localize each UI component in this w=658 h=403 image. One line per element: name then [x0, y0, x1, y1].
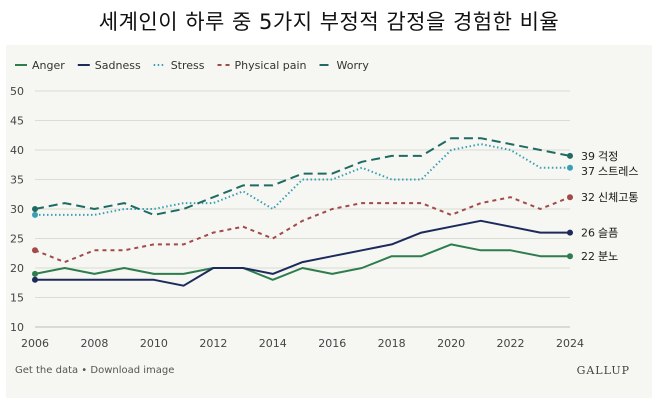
x-tick-label-2020: 2020	[437, 337, 465, 350]
end-label-1: 슬픔	[598, 227, 618, 240]
series-line-physical-pain	[34, 196, 571, 264]
end-value-3: 32	[581, 191, 595, 204]
get-data-link[interactable]: Get the data	[15, 365, 79, 376]
legend-label-1: Sadness	[95, 59, 141, 72]
chart-panel: 10 15 20 25 30 35 40 45 50 2006 2008 2010 2012 2014 20…	[6, 45, 652, 398]
y-tick-label-20: 20	[10, 262, 24, 275]
y-tick-label-35: 35	[10, 174, 24, 187]
x-tick-label-2022: 2022	[497, 337, 525, 350]
data-point-3-2024	[567, 194, 573, 201]
x-tick-label-2006: 2006	[21, 337, 49, 350]
data-point-3-2006	[32, 247, 38, 254]
y-tick-label-45: 45	[10, 115, 24, 128]
legend-label-0: Anger	[32, 59, 65, 72]
footer-separator: •	[78, 365, 91, 376]
x-tick-label-2008: 2008	[80, 337, 108, 350]
end-value-1: 26	[581, 227, 595, 240]
legend-label-2: Stress	[171, 59, 205, 72]
y-tick-label-10: 10	[10, 321, 24, 334]
gallup-logo: GALLUP	[576, 364, 630, 377]
x-tick-label-2010: 2010	[140, 337, 168, 350]
series-line-anger	[34, 243, 570, 281]
data-point-0-2024	[567, 253, 573, 260]
y-tick-label-15: 15	[10, 292, 24, 305]
x-tick-label-2014: 2014	[259, 337, 287, 350]
data-point-2-2024	[567, 164, 573, 171]
end-label-4: 걱정	[598, 150, 618, 163]
legend-label-3: Physical pain	[235, 59, 307, 72]
x-tick-label-2016: 2016	[318, 337, 346, 350]
series-line-worry	[34, 137, 571, 216]
end-value-2: 37	[581, 165, 595, 178]
x-tick-label-2012: 2012	[199, 337, 227, 350]
end-label-2: 스트레스	[598, 165, 638, 178]
y-tick-label-25: 25	[10, 233, 24, 246]
end-label-0: 분노	[598, 250, 618, 263]
download-image-link[interactable]: Download image	[90, 365, 175, 376]
data-point-1-2024	[567, 229, 573, 236]
end-label-3: 신체고통	[598, 191, 638, 204]
end-value-4: 39	[581, 150, 595, 163]
x-tick-label-2024: 2024	[556, 337, 584, 350]
y-tick-label-40: 40	[10, 144, 24, 157]
data-point-2-2006	[32, 211, 38, 218]
data-point-4-2006	[32, 206, 38, 212]
y-tick-label-30: 30	[10, 203, 24, 216]
series-line-sadness	[35, 219, 570, 287]
y-tick-label-50: 50	[10, 85, 24, 98]
x-tick-label-2018: 2018	[378, 337, 406, 350]
legend-label-4: Worry	[337, 59, 370, 72]
line-chart: 10 15 20 25 30 35 40 45 50 2006 2008 2010 2012 2014 20…	[10, 59, 638, 350]
data-point-1-2006	[32, 276, 38, 283]
chart-footer-links: Get the data • Download image	[15, 365, 174, 376]
data-point-4-2024	[567, 152, 573, 159]
end-value-0: 22	[581, 250, 595, 263]
data-point-0-2006	[32, 270, 38, 277]
chart-title: 세계인이 하루 중 5가지 부정적 감정을 경험한 비율	[98, 10, 560, 34]
